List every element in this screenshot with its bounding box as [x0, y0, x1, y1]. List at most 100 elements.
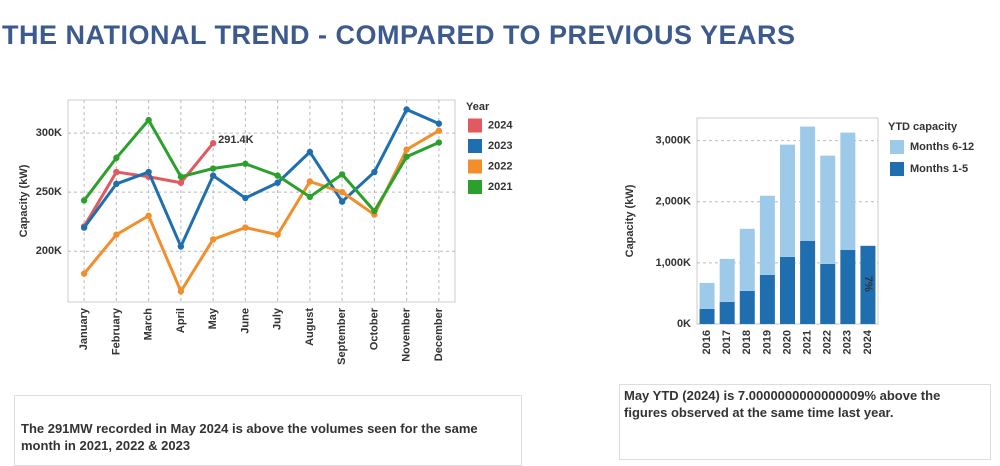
point — [371, 207, 378, 215]
bar-segment — [739, 228, 755, 291]
point — [145, 212, 152, 219]
bar-segment — [840, 249, 856, 324]
x-tick-label: 2021 — [802, 330, 814, 354]
legend-label: Months 1-5 — [910, 163, 968, 175]
x-tick-label: 2023 — [842, 330, 854, 354]
point — [242, 194, 249, 202]
point — [435, 139, 443, 146]
bar-segment — [780, 144, 795, 257]
series-line — [82, 117, 440, 214]
point — [338, 171, 346, 178]
point — [209, 172, 217, 179]
point — [338, 188, 346, 196]
point — [177, 288, 185, 295]
bar-segment — [800, 126, 816, 241]
x-tick-label: December — [433, 307, 445, 361]
y-tick-label: 1,000K — [656, 257, 692, 269]
data-label: 291.4K — [218, 134, 254, 146]
legend-label: 2021 — [488, 181, 512, 193]
point — [435, 127, 443, 134]
y-tick-label: 200K — [36, 245, 62, 257]
y-tick-label: 300K — [36, 127, 62, 139]
point — [145, 168, 152, 176]
point — [306, 148, 314, 156]
x-tick-label: June — [239, 308, 251, 334]
point — [113, 154, 120, 162]
annotation: 7% — [862, 276, 874, 292]
point — [177, 243, 185, 250]
x-tick-label: 2017 — [721, 330, 733, 354]
point — [113, 168, 120, 176]
x-tick-label: January — [78, 307, 90, 350]
legend-label: 2022 — [488, 160, 512, 172]
series-line — [82, 129, 440, 295]
bar-segment — [780, 256, 795, 324]
y-tick-label: 3,000K — [656, 135, 692, 147]
point — [80, 197, 88, 204]
point — [403, 106, 410, 113]
y-tick-label: 250K — [36, 186, 62, 198]
note-box: The 291MW recorded in May 2024 is above … — [14, 395, 522, 466]
bar-segment — [719, 258, 735, 302]
point — [274, 231, 281, 238]
x-tick-label: 2022 — [822, 330, 834, 354]
legend-label: Months 6-12 — [910, 141, 974, 153]
x-tick-label: August — [304, 308, 316, 346]
note: The 291MW recorded in May 2024 is above … — [21, 421, 478, 453]
bar-segment — [860, 245, 876, 324]
bar-segment — [759, 274, 775, 324]
bar-segment — [699, 308, 715, 324]
point — [306, 178, 314, 185]
legend-swatch — [890, 162, 904, 176]
bar-segment — [820, 263, 836, 324]
y-axis-label: Capacity (kW) — [18, 164, 30, 237]
legend-swatch — [468, 118, 482, 133]
point — [306, 193, 314, 201]
bar-segment — [719, 301, 735, 324]
bar-segment — [800, 240, 816, 324]
x-tick-label: November — [401, 307, 413, 362]
x-tick-label: February — [110, 307, 122, 355]
point — [403, 146, 410, 153]
x-tick-label: May — [207, 307, 219, 329]
point — [209, 140, 217, 147]
point — [113, 180, 120, 188]
point — [80, 270, 88, 277]
x-tick-label: 2020 — [781, 330, 793, 354]
legend-title: YTD capacity — [888, 121, 958, 133]
x-tick-label: 2024 — [862, 329, 874, 354]
legend-label: 2024 — [488, 119, 513, 131]
x-tick-label: April — [175, 308, 187, 333]
point — [209, 236, 217, 243]
point — [242, 224, 249, 231]
note-box: May YTD (2024) is 7.0000000000000009% ab… — [619, 384, 991, 460]
point — [274, 172, 281, 179]
plot-frame — [67, 99, 456, 303]
point — [177, 173, 185, 180]
point — [338, 198, 346, 205]
legend-label: 2023 — [488, 140, 512, 152]
x-tick-label: 2019 — [761, 330, 773, 354]
x-tick-label: July — [272, 307, 284, 330]
point — [80, 224, 88, 231]
point — [145, 116, 152, 124]
page-title: THE NATIONAL TREND - COMPARED TO PREVIOU… — [2, 20, 796, 50]
y-tick-label: 2,000K — [656, 196, 692, 208]
point — [242, 160, 249, 167]
x-tick-label: March — [143, 308, 155, 341]
point — [274, 179, 281, 186]
point — [177, 179, 185, 186]
x-tick-label: September — [336, 307, 348, 365]
bar-segment — [739, 290, 755, 324]
bar-segment — [699, 282, 715, 309]
point — [435, 120, 443, 127]
y-tick-label: 0K — [677, 318, 691, 330]
legend-swatch — [468, 139, 482, 153]
point — [209, 165, 217, 172]
point — [403, 153, 410, 160]
bar-segment — [759, 195, 775, 275]
point — [113, 231, 120, 238]
x-tick-label: 2018 — [741, 330, 753, 354]
